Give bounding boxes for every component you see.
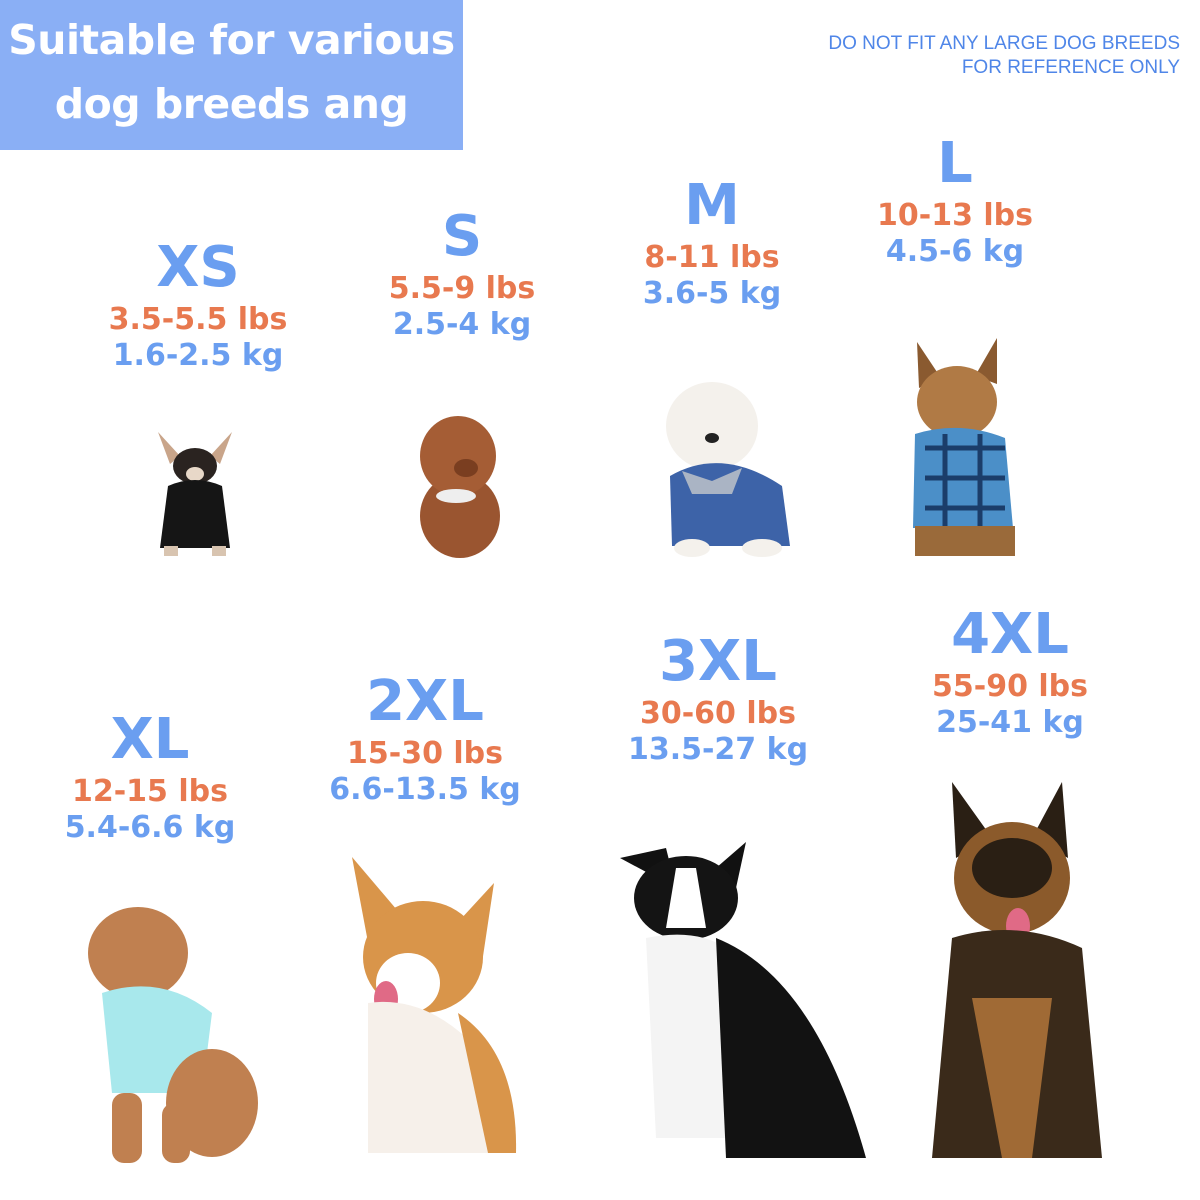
size-xl: XL 12-15 lbs 5.4-6.6 kg [65, 708, 236, 846]
size-label: M [684, 173, 740, 238]
weight-kg: 25-41 kg [936, 705, 1084, 740]
weight-lbs: 8-11 lbs [644, 240, 780, 275]
size-xs: XS 3.5-5.5 lbs 1.6-2.5 kg [109, 236, 288, 374]
chihuahua-image [158, 432, 232, 556]
note-line-1: DO NOT FIT ANY LARGE DOG BREEDS [828, 33, 1180, 54]
weight-kg: 4.5-6 kg [885, 234, 1025, 269]
weight-lbs: 12-15 lbs [71, 774, 228, 809]
weight-lbs: 30-60 lbs [639, 696, 796, 731]
corgi-image [352, 857, 517, 1153]
title-banner: Suitable for various dog breeds ang size… [0, 0, 463, 192]
mint-shirt-poodle-image [88, 907, 258, 1163]
size-m: M 8-11 lbs 3.6-5 kg [643, 174, 781, 312]
weight-kg: 6.6-13.5 kg [329, 772, 521, 807]
size-label: S [441, 204, 483, 269]
fit-note: DO NOT FIT ANY LARGE DOG BREEDS FOR REFE… [828, 32, 1180, 80]
size-label: L [937, 131, 973, 196]
weight-kg: 1.6-2.5 kg [112, 338, 284, 373]
size-label: XS [156, 235, 240, 300]
border-collie-image [620, 842, 866, 1158]
size-label: 3XL [659, 629, 777, 694]
size-label: XL [110, 707, 190, 772]
weight-kg: 5.4-6.6 kg [64, 810, 236, 845]
poodle-image [420, 416, 500, 558]
weight-lbs: 10-13 lbs [876, 198, 1034, 233]
size-2xl: 2XL 15-30 lbs 6.6-13.5 kg [329, 670, 520, 808]
weight-lbs: 15-30 lbs [346, 736, 504, 771]
weight-lbs: 3.5-5.5 lbs [108, 302, 288, 337]
yorkie-image [913, 338, 1015, 556]
size-3xl: 3XL 30-60 lbs 13.5-27 kg [628, 630, 808, 768]
size-l: L 10-13 lbs 4.5-6 kg [877, 132, 1033, 270]
size-4xl: 4XL 55-90 lbs 25-41 kg [932, 603, 1088, 741]
banner-line-2: dog breeds ang sizes [54, 80, 409, 192]
weight-kg: 2.5-4 kg [392, 307, 532, 342]
german-shepherd-image [932, 782, 1102, 1158]
size-s: S 5.5-9 lbs 2.5-4 kg [389, 205, 536, 343]
bichon-image [666, 382, 790, 557]
size-label: 4XL [951, 602, 1069, 667]
weight-kg: 3.6-5 kg [642, 276, 782, 311]
note-line-2: FOR REFERENCE ONLY [961, 57, 1180, 78]
size-label: 2XL [366, 669, 484, 734]
weight-lbs: 5.5-9 lbs [388, 271, 536, 306]
banner-line-1: Suitable for various [8, 16, 455, 64]
weight-kg: 13.5-27 kg [627, 732, 809, 767]
weight-lbs: 55-90 lbs [931, 669, 1089, 704]
